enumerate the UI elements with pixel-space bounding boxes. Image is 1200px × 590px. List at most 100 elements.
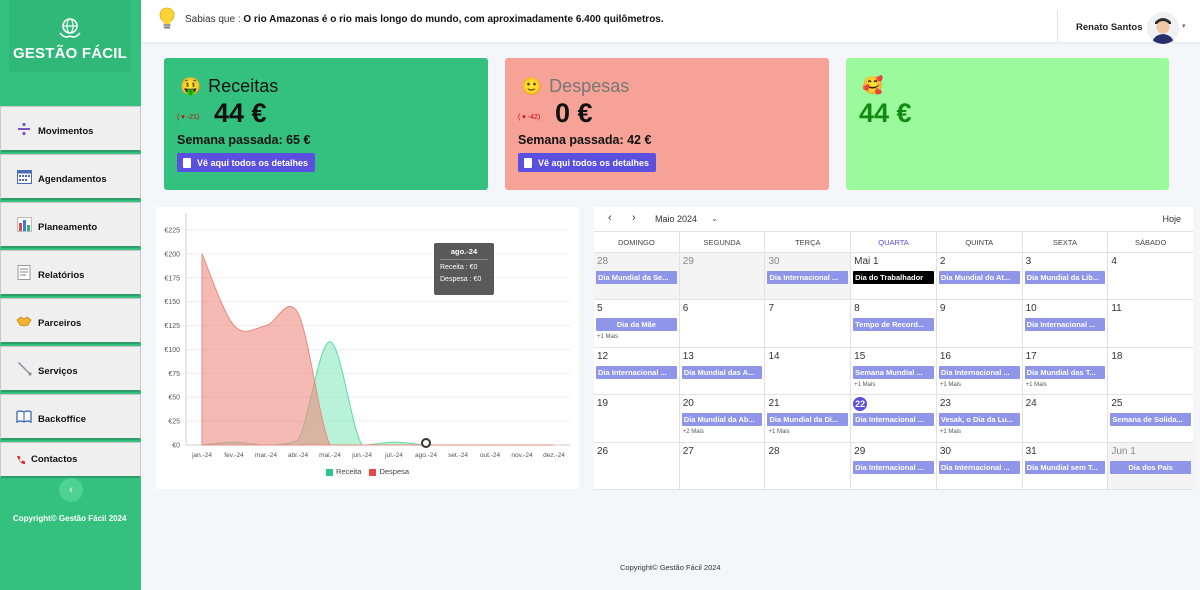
day-number[interactable]: 29 bbox=[854, 445, 866, 457]
calendar-day-cell[interactable]: 22 Dia Internacional ... bbox=[850, 395, 936, 442]
day-number[interactable]: 3 bbox=[1025, 256, 1032, 267]
calendar-day-cell[interactable]: 18 bbox=[1107, 347, 1193, 395]
day-number[interactable]: 31 bbox=[1025, 445, 1037, 457]
sidebar-item-parceiros[interactable]: Parceiros bbox=[0, 298, 141, 344]
day-number[interactable]: 28 bbox=[768, 445, 780, 457]
calendar-day-cell[interactable]: 20 Dia Mundial da Ab... +2 Mais bbox=[678, 395, 765, 442]
day-number[interactable]: Jun 1 bbox=[1111, 445, 1136, 457]
day-number[interactable]: 23 bbox=[939, 398, 951, 410]
user-name[interactable]: Renato Santos bbox=[1076, 22, 1143, 33]
calendar-event[interactable]: Vesak, o Dia da Lu... bbox=[938, 413, 1020, 427]
day-number[interactable]: 6 bbox=[682, 303, 689, 315]
calendar-event[interactable]: Semana Mundial ... bbox=[853, 365, 934, 379]
calendar-day-cell[interactable]: 12 Dia Internacional ... bbox=[594, 348, 679, 394]
day-number[interactable]: 18 bbox=[1111, 350, 1123, 362]
user-menu-chevron-down-icon[interactable]: ▾ bbox=[1182, 23, 1186, 30]
day-number[interactable]: 25 bbox=[1111, 398, 1123, 410]
calendar-day-cell[interactable]: 2 Dia Mundial do At... bbox=[935, 253, 1022, 300]
sidebar-item-backoffice[interactable]: Backoffice bbox=[0, 394, 141, 440]
today-day-number[interactable]: 22 bbox=[853, 397, 868, 412]
calendar-day-cell[interactable]: 31 Dia Mundial sem T... bbox=[1021, 442, 1108, 489]
calendar-day-cell[interactable]: 5 Dia da Mãe +1 Mais bbox=[594, 300, 679, 346]
calendar-day-cell[interactable]: 14 bbox=[764, 347, 850, 395]
calendar-day-cell[interactable]: 13 Dia Mundial das A... bbox=[678, 347, 765, 395]
legend-despesa[interactable]: Despesa bbox=[369, 467, 409, 476]
calendar-event[interactable]: Dia Mundial da Di... bbox=[767, 413, 849, 427]
sidebar-item-planeamento[interactable]: Planeamento bbox=[0, 202, 141, 248]
more-events-link[interactable]: +1 Mais bbox=[768, 429, 790, 436]
calendar-day-cell[interactable]: 30 Dia Internacional ... bbox=[935, 442, 1022, 489]
sidebar-collapse-button[interactable]: ‹ bbox=[59, 478, 83, 502]
day-number[interactable]: 19 bbox=[597, 398, 609, 410]
calendar-day-cell[interactable]: 30 Dia Internacional ... bbox=[764, 253, 851, 300]
calendar-day-cell[interactable]: 26 bbox=[594, 443, 679, 489]
calendar-day-cell[interactable]: 19 bbox=[594, 395, 679, 441]
calendar-day-cell[interactable]: 29 Dia Internacional ... bbox=[850, 442, 936, 489]
today-button[interactable]: Hoje bbox=[1162, 214, 1181, 224]
calendar-day-cell[interactable]: 7 bbox=[764, 300, 850, 347]
sidebar-item-contactos[interactable]: Contactos bbox=[0, 442, 141, 478]
hover-marker[interactable] bbox=[421, 438, 431, 448]
more-events-link[interactable]: +1 Mais bbox=[1025, 381, 1047, 388]
calendar-day-cell[interactable]: 16 Dia Internacional ... +1 Mais bbox=[935, 347, 1022, 395]
calendar-day-cell[interactable]: 23 Vesak, o Dia da Lu... +1 Mais bbox=[935, 395, 1022, 442]
day-number[interactable]: 24 bbox=[1025, 398, 1037, 410]
day-number[interactable]: 30 bbox=[939, 445, 951, 457]
calendar-event[interactable]: Dia Mundial das A... bbox=[681, 365, 763, 379]
calendar-day-cell[interactable]: 17 Dia Mundial das T... +1 Mais bbox=[1021, 347, 1108, 395]
day-number[interactable]: 13 bbox=[682, 350, 694, 362]
more-events-link[interactable]: +1 Mais bbox=[597, 334, 619, 341]
calendar-day-cell[interactable]: 15 Semana Mundial ... +1 Mais bbox=[850, 347, 936, 395]
calendar-event[interactable]: Dia Mundial da Lib... bbox=[1024, 271, 1106, 284]
sidebar-item-servicos[interactable]: Serviços bbox=[0, 346, 141, 392]
calendar-event[interactable]: Dia Internacional ... bbox=[596, 365, 677, 379]
calendar-event[interactable]: Dia Internacional ... bbox=[938, 365, 1020, 379]
calendar-day-cell[interactable]: 27 bbox=[678, 442, 765, 489]
day-number[interactable]: 9 bbox=[939, 303, 946, 315]
calendar-event[interactable]: Dia Mundial do At... bbox=[938, 271, 1020, 284]
calendar-month-label[interactable]: Maio 2024 bbox=[655, 214, 698, 224]
legend-receita[interactable]: Receita bbox=[326, 467, 361, 476]
calendar-day-cell[interactable]: 28 Dia Mundial da Se... bbox=[594, 253, 679, 300]
calendar-event[interactable]: Dia Mundial da Ab... bbox=[681, 413, 763, 427]
prev-month-chevron-left-icon[interactable]: ‹ bbox=[608, 212, 612, 224]
calendar-day-cell[interactable]: 24 bbox=[1021, 395, 1108, 442]
day-number[interactable]: 2 bbox=[939, 256, 946, 267]
sidebar-item-relatorios[interactable]: Relatórios bbox=[0, 250, 141, 296]
day-number[interactable]: 29 bbox=[682, 256, 694, 267]
day-number[interactable]: 20 bbox=[682, 398, 694, 410]
calendar-day-cell[interactable]: Mai 1 Dia do Trabalhador bbox=[850, 253, 936, 300]
day-number[interactable]: 8 bbox=[854, 303, 860, 315]
more-events-link[interactable]: +1 Mais bbox=[939, 381, 962, 388]
day-number[interactable]: 21 bbox=[768, 398, 780, 410]
calendar-event[interactable]: Tempo de Record... bbox=[853, 318, 934, 332]
calendar-day-cell[interactable]: 28 bbox=[764, 442, 850, 489]
calendar-event[interactable]: Semana de Solida... bbox=[1110, 413, 1192, 427]
calendar-event[interactable]: Dia Internacional ... bbox=[1024, 318, 1106, 332]
day-number[interactable]: 17 bbox=[1025, 350, 1037, 362]
calendar-event[interactable]: Dia Mundial da Se... bbox=[596, 271, 677, 284]
calendar-day-cell[interactable]: 9 bbox=[935, 300, 1022, 347]
next-month-chevron-right-icon[interactable]: › bbox=[632, 212, 636, 224]
sidebar-item-agendamentos[interactable]: Agendamentos bbox=[0, 154, 141, 200]
day-number[interactable]: 26 bbox=[597, 445, 609, 457]
more-events-link[interactable]: +2 Mais bbox=[682, 429, 704, 436]
calendar-day-cell[interactable]: 6 bbox=[678, 300, 765, 347]
day-number[interactable]: 11 bbox=[1111, 303, 1122, 315]
calendar-event[interactable]: Dia da Mãe bbox=[596, 318, 677, 332]
calendar-day-cell[interactable]: 21 Dia Mundial da Di... +1 Mais bbox=[764, 395, 850, 442]
calendar-day-cell[interactable]: 25 Semana de Solida... bbox=[1107, 395, 1193, 442]
day-number[interactable]: 7 bbox=[768, 303, 774, 315]
day-number[interactable]: 10 bbox=[1025, 303, 1037, 315]
month-chevron-down-icon[interactable]: ⌄ bbox=[711, 214, 718, 223]
calendar-day-cell[interactable]: 10 Dia Internacional ... bbox=[1021, 300, 1108, 347]
day-number[interactable]: 4 bbox=[1111, 256, 1117, 267]
despesas-details-button[interactable]: Vê aqui todos os detalhes bbox=[518, 153, 657, 172]
calendar-day-cell[interactable]: 8 Tempo de Record... bbox=[850, 300, 936, 347]
day-number[interactable]: Mai 1 bbox=[854, 256, 879, 267]
day-number[interactable]: 15 bbox=[854, 350, 866, 362]
day-number[interactable]: 5 bbox=[597, 303, 603, 315]
day-number[interactable]: 28 bbox=[597, 256, 609, 267]
sidebar-item-movimentos[interactable]: Movimentos bbox=[0, 106, 141, 152]
receitas-details-button[interactable]: Vê aqui todos os detalhes bbox=[177, 153, 316, 172]
